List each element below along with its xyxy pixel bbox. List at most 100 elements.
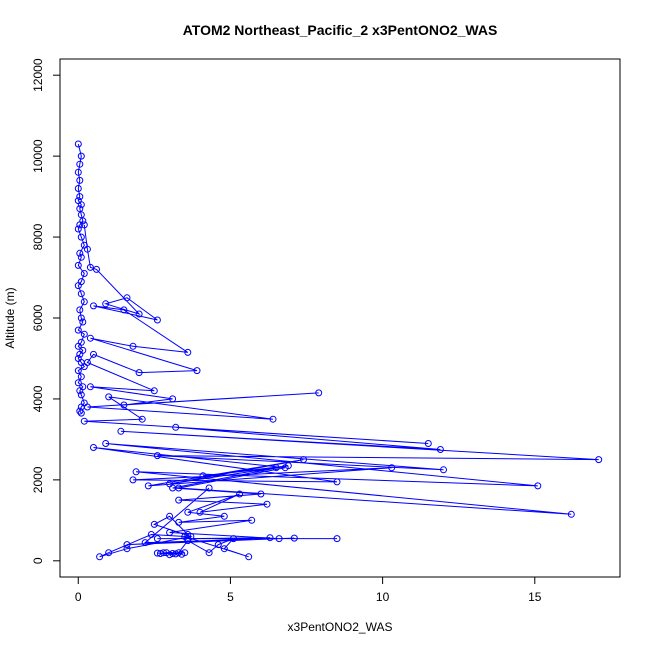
data-point [120, 306, 128, 314]
y-tick-label: 12000 [31, 58, 45, 92]
data-point [76, 193, 84, 201]
data-point [74, 282, 82, 290]
y-tick-label: 8000 [31, 223, 45, 250]
data-point [105, 549, 113, 557]
series-line-1 [83, 224, 599, 546]
data-point [263, 500, 271, 508]
data-point [77, 233, 85, 241]
data-point [300, 456, 307, 464]
data-point [80, 330, 88, 338]
data-point [388, 464, 396, 472]
data-point [193, 367, 201, 375]
data-point [269, 415, 277, 423]
data-point [90, 444, 97, 451]
x-axis-label: x3PentONO2_WAS [288, 620, 393, 634]
x-tick-label: 5 [227, 590, 234, 604]
x-tick-label: 15 [528, 590, 542, 604]
data-point [102, 440, 110, 447]
y-tick-label: 4000 [31, 385, 45, 412]
data-point [74, 261, 82, 269]
data-point [80, 270, 88, 277]
data-point [76, 160, 84, 168]
data-point [272, 464, 280, 472]
data-point [76, 249, 84, 257]
data-point [275, 535, 283, 543]
data-point [117, 427, 125, 435]
data-point [184, 348, 192, 356]
data-point [83, 245, 91, 253]
data-point [83, 403, 91, 411]
data-point [220, 545, 228, 553]
data-point [74, 168, 82, 176]
data-point [205, 549, 213, 557]
data-point [77, 201, 85, 209]
data-point [80, 417, 88, 425]
data-point [77, 152, 85, 160]
data-point [141, 539, 149, 547]
data-point [74, 367, 82, 375]
data-point [77, 290, 85, 298]
y-tick-label: 2000 [31, 466, 45, 493]
x-tick-label: 0 [75, 590, 82, 604]
data-point [77, 391, 85, 399]
data-point [169, 395, 177, 403]
y-tick-label: 6000 [31, 304, 45, 331]
data-point [196, 508, 204, 516]
data-point [333, 535, 341, 543]
data-point [74, 326, 82, 334]
data-point [80, 298, 88, 306]
data-point [76, 221, 84, 229]
data-point [595, 456, 603, 464]
data-point [90, 350, 97, 358]
data-point [77, 373, 85, 381]
data-point [76, 306, 84, 314]
y-tick-label: 10000 [31, 139, 45, 173]
data-point [77, 409, 85, 417]
data-point [76, 407, 84, 415]
data-point [436, 446, 444, 453]
data-point [424, 440, 432, 447]
data-point [315, 389, 323, 397]
data-point [77, 314, 85, 322]
data-point [83, 359, 91, 366]
data-point [153, 549, 161, 557]
data-point [123, 294, 131, 302]
data-point [153, 452, 161, 460]
data-point [105, 393, 113, 401]
data-point [333, 478, 341, 486]
data-point [80, 221, 88, 229]
data-point [257, 490, 265, 498]
data-point [144, 482, 152, 490]
data-point [214, 541, 222, 549]
data-point [138, 415, 146, 423]
data-point [123, 541, 131, 549]
data-point [175, 518, 183, 526]
data-point [567, 510, 575, 518]
data-point [147, 531, 155, 538]
data-point [166, 512, 174, 520]
data-point [230, 535, 237, 543]
data-point [150, 387, 158, 395]
data-point [135, 369, 143, 377]
y-tick-label: 0 [31, 557, 45, 564]
data-point [534, 482, 542, 490]
data-point [166, 529, 174, 536]
data-point [440, 466, 447, 474]
data-point [245, 553, 253, 561]
data-point [163, 549, 170, 557]
data-point [74, 342, 82, 350]
y-axis: 0 2000 4000 6000 8000 10000 12000 [31, 58, 60, 564]
data-point [236, 490, 244, 498]
data-point [169, 484, 177, 492]
data-point [96, 553, 104, 561]
data-point [102, 300, 110, 308]
data-point [199, 472, 207, 480]
data-point [86, 263, 94, 271]
series-layer [74, 140, 603, 561]
chart-title: ATOM2 Northeast_Pacific_2 x3PentONO2_WAS [183, 22, 498, 38]
data-point [205, 484, 213, 492]
x-tick-label: 10 [376, 590, 390, 604]
data-point [77, 253, 85, 261]
data-point [184, 508, 192, 516]
